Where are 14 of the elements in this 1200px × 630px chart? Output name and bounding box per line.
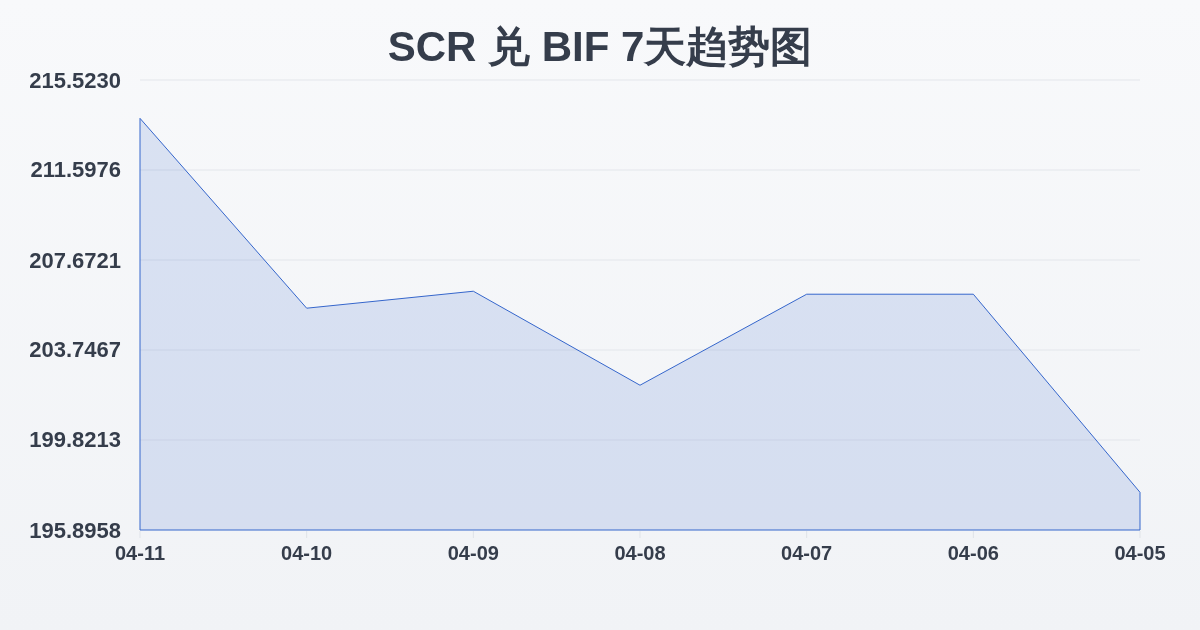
y-tick-label: 207.6721 bbox=[29, 247, 121, 273]
y-tick-label: 211.5976 bbox=[30, 157, 121, 183]
x-tick-label: 04-08 bbox=[614, 542, 666, 564]
x-tick-label: 04-06 bbox=[947, 542, 999, 564]
y-tick-label: 199.8213 bbox=[29, 427, 121, 453]
x-tick-label: 04-05 bbox=[1114, 542, 1166, 564]
x-tick-label: 04-09 bbox=[447, 542, 499, 564]
x-tick-label: 04-07 bbox=[781, 542, 833, 564]
x-tick-label: 04-10 bbox=[281, 542, 333, 564]
y-tick-label: 195.8958 bbox=[29, 517, 121, 543]
y-tick-label: 215.5230 bbox=[29, 67, 121, 93]
title: SCR 兑 BIF 7天趋势图 bbox=[387, 22, 813, 70]
x-tick-label: 04-11 bbox=[114, 542, 166, 564]
y-tick-label: 203.7467 bbox=[29, 337, 121, 363]
